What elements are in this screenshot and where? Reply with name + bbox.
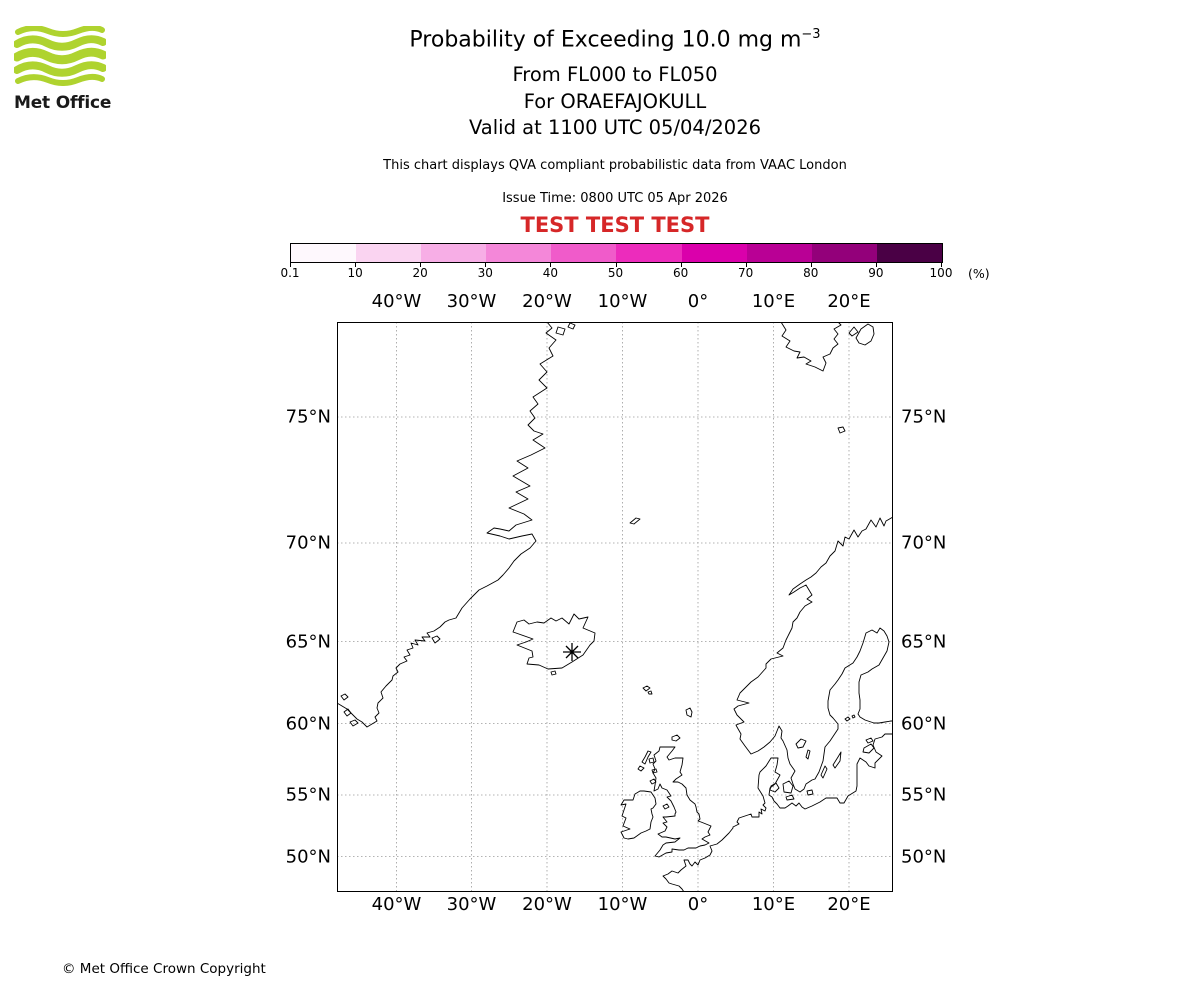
chart-title: Probability of Exceeding 10.0 mg m−3 bbox=[30, 27, 1200, 52]
lat-label-left: 70°N bbox=[285, 532, 331, 554]
colorbar-segment bbox=[551, 244, 617, 262]
colorbar-tickmark bbox=[420, 263, 422, 267]
coast-iceland bbox=[512, 613, 596, 676]
lat-label-right: 75°N bbox=[901, 406, 947, 428]
met-office-logo-text: Met Office bbox=[14, 93, 112, 113]
colorbar-segment bbox=[421, 244, 487, 262]
colorbar-tick-label: 50 bbox=[607, 266, 624, 280]
colorbar-segment bbox=[746, 244, 812, 262]
colorbar-tickmark bbox=[355, 263, 357, 267]
issue-time-line: Issue Time: 0800 UTC 05 Apr 2026 bbox=[502, 191, 728, 206]
colorbar-tick-label: 60 bbox=[672, 266, 689, 280]
lat-label-right: 55°N bbox=[901, 784, 947, 806]
colorbar bbox=[290, 243, 943, 263]
volcano-line: For ORAEFAJOKULL bbox=[523, 90, 707, 113]
graticule bbox=[337, 322, 893, 892]
colorbar-segment bbox=[616, 244, 682, 262]
map-canvas bbox=[337, 322, 893, 892]
colorbar-tickmark bbox=[550, 263, 552, 267]
lon-label-bottom: 20°W bbox=[522, 894, 572, 915]
test-banner: TEST TEST TEST bbox=[520, 213, 710, 237]
lat-label-right: 65°N bbox=[901, 631, 947, 652]
lon-label-bottom: 30°W bbox=[446, 894, 497, 915]
colorbar-tick-label: 20 bbox=[412, 266, 428, 280]
coastlines bbox=[337, 322, 893, 892]
colorbar-tick-label: 70 bbox=[738, 266, 754, 280]
lat-label-left: 65°N bbox=[285, 631, 331, 652]
lon-label-bottom: 10°W bbox=[597, 894, 648, 915]
map-border bbox=[337, 322, 893, 892]
lon-label-top: 30°W bbox=[446, 291, 497, 312]
lat-label-left: 50°N bbox=[285, 846, 331, 867]
colorbar-segment bbox=[811, 244, 877, 262]
colorbar-tickmark bbox=[875, 263, 877, 267]
coast-norway-scandinavia bbox=[733, 516, 893, 793]
lon-label-top: 0° bbox=[687, 291, 709, 312]
coast-faroes bbox=[642, 685, 653, 695]
colorbar-tickmark bbox=[485, 263, 487, 267]
colorbar-tickmark bbox=[290, 263, 291, 267]
coast-jan-mayen bbox=[629, 517, 641, 525]
lat-label-right: 70°N bbox=[901, 532, 947, 554]
colorbar-tick-label: 90 bbox=[868, 266, 884, 280]
coast-baltic-islands bbox=[806, 714, 875, 796]
colorbar-segment bbox=[486, 244, 552, 262]
lon-label-bottom: 20°E bbox=[827, 894, 871, 915]
coast-baltic-europe bbox=[662, 733, 893, 892]
lon-label-top: 40°W bbox=[371, 291, 422, 312]
coast-greenland bbox=[337, 322, 557, 728]
title-exponent: −3 bbox=[801, 27, 821, 42]
lon-label-bottom: 0° bbox=[687, 894, 709, 915]
lat-label-right: 60°N bbox=[901, 713, 947, 734]
colorbar-tickmark bbox=[680, 263, 682, 267]
colorbar-segment bbox=[876, 244, 942, 262]
lat-label-left: 75°N bbox=[285, 406, 331, 428]
lat-label-left: 55°N bbox=[285, 784, 331, 806]
lat-label-left: 60°N bbox=[285, 713, 331, 734]
colorbar-tick-label: 80 bbox=[803, 266, 819, 280]
lon-label-top: 10°E bbox=[751, 291, 796, 312]
colorbar-tickmark bbox=[745, 263, 747, 267]
chart-title-text: Probability of Exceeding 10.0 mg m bbox=[409, 27, 802, 53]
colorbar-segment bbox=[291, 244, 357, 262]
lon-label-top: 20°W bbox=[522, 291, 572, 312]
coast-great-britain bbox=[652, 746, 712, 858]
coast-denmark-islands bbox=[769, 780, 795, 801]
description-line: This chart displays QVA compliant probab… bbox=[383, 158, 847, 173]
lat-label-right: 50°N bbox=[901, 846, 947, 867]
colorbar-unit-label: (%) bbox=[968, 266, 990, 281]
lon-label-bottom: 10°E bbox=[751, 894, 796, 915]
colorbar-tick-label: 0.1 bbox=[280, 266, 300, 280]
lon-label-bottom: 40°W bbox=[371, 894, 422, 915]
coast-greenland-islands bbox=[340, 322, 576, 727]
lon-label-top: 20°E bbox=[827, 291, 871, 312]
lon-label-top: 10°W bbox=[597, 291, 648, 312]
colorbar-segment bbox=[356, 244, 422, 262]
colorbar-tick-label: 100 bbox=[929, 266, 953, 280]
copyright-line: © Met Office Crown Copyright bbox=[62, 961, 266, 977]
colorbar-tickmark bbox=[810, 263, 812, 267]
flight-level-line: From FL000 to FL050 bbox=[512, 63, 718, 86]
lakes-sweden bbox=[795, 738, 811, 760]
colorbar-tick-label: 10 bbox=[347, 266, 363, 280]
colorbar-tick-label: 30 bbox=[477, 266, 493, 280]
colorbar-tickmark bbox=[941, 263, 942, 267]
met-office-logo: Met Office bbox=[12, 24, 134, 113]
coast-scottish-islands bbox=[637, 707, 693, 810]
met-office-logo-waves bbox=[12, 24, 108, 86]
coast-svalbard bbox=[780, 322, 875, 434]
volcano-marker bbox=[563, 643, 581, 661]
colorbar-segment bbox=[681, 244, 747, 262]
coast-ireland bbox=[620, 790, 657, 840]
colorbar-tick-label: 40 bbox=[542, 266, 559, 280]
valid-time-line: Valid at 1100 UTC 05/04/2026 bbox=[468, 116, 762, 139]
colorbar-tickmark bbox=[615, 263, 617, 267]
